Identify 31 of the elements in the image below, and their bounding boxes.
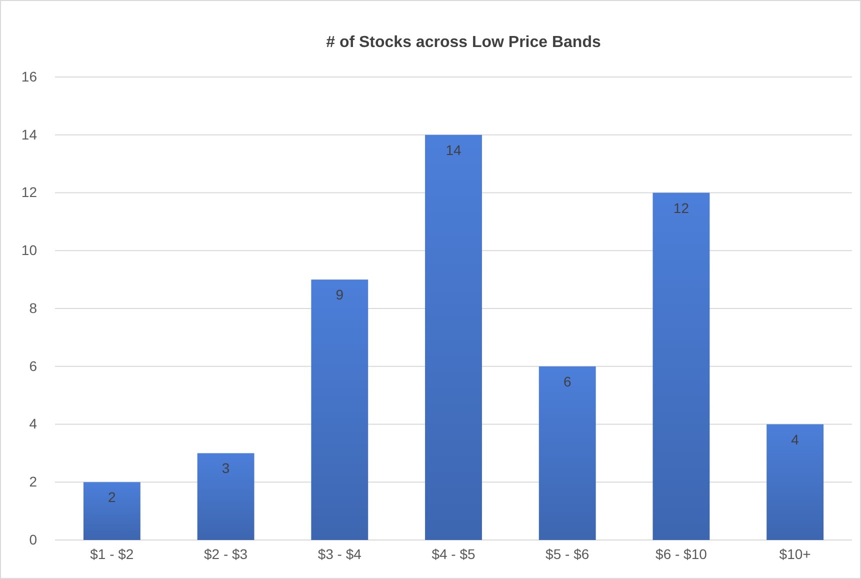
y-tick-label: 4 [29, 416, 38, 432]
y-tick-label: 16 [21, 68, 38, 84]
y-tick-label: 8 [29, 300, 38, 316]
y-tick-label: 6 [29, 358, 38, 374]
bar [425, 134, 482, 540]
data-label: 6 [563, 373, 572, 390]
bar [197, 453, 254, 540]
x-tick-label: $10+ [779, 546, 811, 562]
data-label: 12 [673, 200, 690, 216]
x-tick-label: $1 - $2 [90, 546, 134, 562]
y-tick-label: 2 [29, 474, 38, 490]
x-tick-label: $6 - $10 [656, 546, 708, 562]
data-label: 2 [108, 489, 116, 506]
y-tick-label: 12 [21, 184, 38, 200]
y-tick-label: 0 [29, 531, 38, 548]
data-label: 14 [446, 142, 462, 158]
bar [652, 192, 710, 540]
bar [83, 482, 140, 540]
data-label: 3 [222, 460, 230, 476]
data-label: 4 [791, 431, 800, 448]
chart-title: # of Stocks across Low Price Bands [326, 34, 601, 51]
bar [766, 424, 824, 540]
bar [538, 366, 596, 540]
y-tick-label: 10 [21, 242, 38, 258]
x-tick-label: $3 - $4 [318, 546, 362, 562]
y-tick-label: 14 [21, 126, 38, 142]
x-tick-label: $5 - $6 [546, 546, 590, 562]
data-label: 9 [336, 286, 344, 303]
x-tick-label: $2 - $3 [204, 546, 248, 562]
x-tick-label: $4 - $5 [432, 546, 476, 562]
bar [311, 280, 368, 540]
